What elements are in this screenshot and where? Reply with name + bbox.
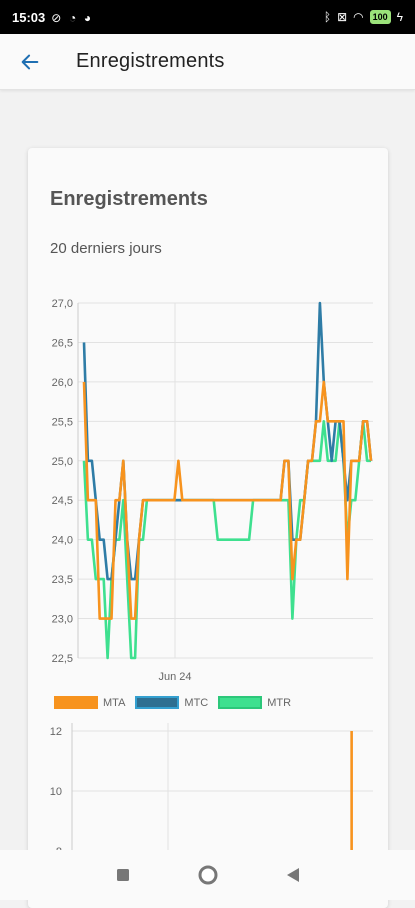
temperature-chart: 27,0 26,5 26,0 25,5 25,0 24,5 24,0 23,5 23,0 22,5… [52,298,373,683]
status-bar: 15:03 ⊘ ◔ ◕ ᛒ ⊠ ◠ 100 ϟ [0,0,415,34]
x-tick-label: Jun 24 [158,671,191,683]
chart-legend: MTA MTC MTR [54,696,291,709]
wifi-icon: ◠ [353,10,364,24]
legend-label-mtc: MTC [184,696,209,709]
back-button[interactable] [0,34,60,90]
series-line-mta [82,380,373,620]
y-tick-label: 27,0 [52,298,73,310]
status-time: 15:03 [12,9,46,25]
pie-icon: ◔ [68,10,77,25]
card-title: Enregistrements [50,188,208,210]
y-tick-label: 12 [50,726,62,738]
series-line-mtr [82,420,371,660]
triangle-back-icon [286,868,299,882]
app-bar: Enregistrements [0,34,415,90]
status-left-icons: ⊘ ◔ ◕ [51,10,95,25]
legend-swatch-mtc [135,696,180,709]
legend-item-mtc[interactable]: MTC [135,696,208,709]
battery-saver-icon: ⊠ [337,10,348,24]
legend-item-mtr[interactable]: MTR [218,696,291,709]
y-tick-label: 26,0 [52,377,73,389]
legend-label-mta: MTA [103,696,126,709]
pie-icon-2: ◕ [83,10,92,25]
y-tick-label: 23,5 [52,574,73,586]
back-nav-button[interactable] [273,855,313,895]
y-tick-label: 25,0 [52,456,73,468]
status-right-icons: ᛒ ⊠ ◠ 100 ϟ [324,10,403,24]
system-nav-bar [0,850,415,900]
charging-icon: ϟ [396,10,403,24]
y-tick-label: 10 [50,786,62,798]
square-icon [116,869,129,881]
y-tick-label: 24,5 [52,495,73,507]
legend-label-mtr: MTR [267,696,292,709]
home-button[interactable] [188,855,228,895]
arrow-left-icon [21,54,39,69]
y-tick-label: 25,5 [52,416,73,428]
legend-swatch-mta [54,696,98,709]
legend-item-mta[interactable]: MTA [54,696,125,709]
sync-off-icon: ⊘ [51,10,62,25]
card-subtitle: 20 derniers jours [50,240,162,257]
battery-icon: 100 [369,10,391,24]
recents-button[interactable] [103,855,143,895]
bluetooth-icon: ᛒ [323,10,332,24]
page-title: Enregistrements [76,50,225,72]
battery-level: 100 [372,12,388,22]
circle-icon [198,865,217,885]
y-tick-label: 24,0 [52,535,73,547]
y-tick-label: 22,5 [52,653,73,665]
y-tick-label: 26,5 [52,337,73,349]
legend-swatch-mtr [218,696,263,709]
y-tick-label: 23,0 [52,614,73,626]
records-card: Enregistrements 20 derniers jours 27,0 26… [28,148,388,908]
